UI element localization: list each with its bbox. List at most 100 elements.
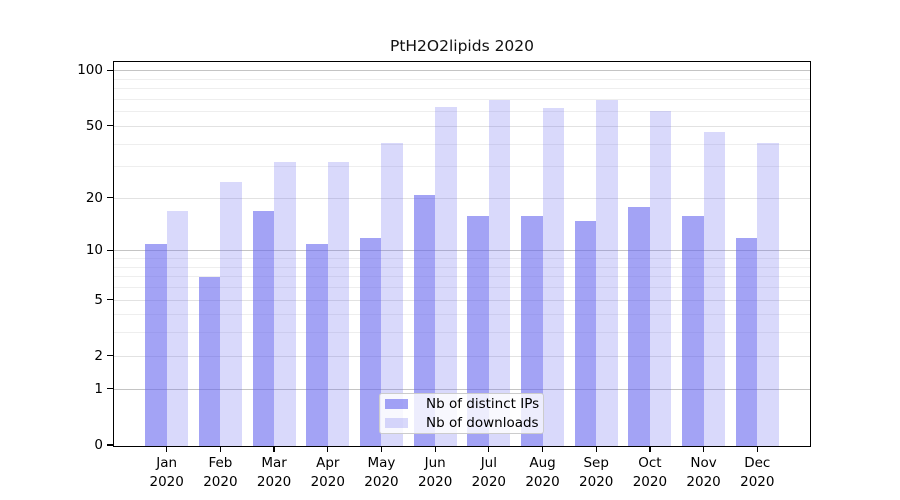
x-tick-label-year: 2020 (632, 474, 668, 490)
x-tick-label-year: 2020 (525, 474, 560, 490)
x-tick-label-dec: Dec 2020 (725, 454, 789, 492)
y-gridline-60 (114, 111, 810, 113)
bar-distinct-ips-sep (574, 220, 597, 446)
x-tick-label-year: 2020 (256, 474, 292, 490)
legend-item-distinct-ips: Nb of distinct IPs (385, 394, 543, 414)
y-gridline-70 (114, 98, 810, 100)
y-tick-label-100: 100 (77, 62, 103, 79)
bar-downloads-oct (649, 111, 672, 446)
bar-downloads-mar (274, 162, 296, 446)
y-gridline-40 (114, 143, 810, 145)
y-gridline-2 (114, 355, 810, 357)
x-tick-label-jun: Jun 2020 (403, 454, 467, 492)
legend-swatch-distinct-ips (385, 398, 408, 409)
y-tick-label-20: 20 (85, 189, 103, 206)
bar-distinct-ips-jul (467, 216, 489, 446)
bar-downloads-aug (542, 108, 565, 446)
legend-item-downloads: Nb of downloads (385, 414, 543, 434)
x-tick-label-mar: Mar 2020 (242, 454, 306, 492)
bar-distinct-ips-aug (521, 216, 543, 446)
legend-swatch-downloads (385, 418, 408, 429)
x-tick-mark-aug (541, 446, 544, 452)
grid-layer (114, 62, 810, 446)
x-tick-mark-dec (756, 446, 758, 452)
x-tick-label-jul: Jul 2020 (457, 454, 521, 492)
x-tick-mark-jan (166, 446, 168, 452)
x-tick-label-may: May 2020 (349, 454, 413, 492)
legend-label-downloads: Nb of downloads (426, 415, 539, 432)
bars-layer (114, 62, 810, 446)
bar-distinct-ips-jun (413, 195, 436, 446)
y-tick-label-1: 1 (94, 380, 103, 397)
bar-distinct-ips-mar (252, 211, 275, 446)
y-tick-mark-1 (107, 388, 114, 390)
x-tick-label-year: 2020 (471, 474, 507, 490)
bar-distinct-ips-apr (306, 244, 328, 446)
x-tick-label-year: 2020 (364, 474, 399, 490)
bar-distinct-ips-nov (682, 216, 704, 446)
x-tick-label-oct: Oct 2020 (618, 454, 682, 492)
y-tick-mark-2 (107, 355, 114, 357)
bar-downloads-jul (488, 100, 511, 446)
bar-downloads-feb (220, 181, 242, 446)
legend: Nb of distinct IPs Nb of downloads (379, 393, 544, 434)
x-tick-label-year: 2020 (686, 474, 721, 490)
x-tick-mark-jun (434, 446, 436, 452)
bar-distinct-ips-dec (735, 237, 758, 446)
y-gridline-10 (114, 250, 810, 252)
y-tick-label-50: 50 (85, 117, 103, 134)
x-tick-mark-jul (488, 446, 490, 452)
y-gridline-20 (114, 197, 810, 199)
y-tick-label-5: 5 (94, 291, 103, 308)
x-tick-label-feb: Feb 2020 (188, 454, 252, 492)
x-tick-label-aug: Aug 2020 (511, 454, 575, 492)
x-tick-mark-feb (219, 446, 221, 452)
x-tick-label-year: 2020 (417, 474, 453, 490)
y-gridline-100 (114, 70, 810, 72)
bar-downloads-jan (166, 211, 189, 446)
x-tick-mark-sep (595, 446, 597, 452)
y-tick-label-0: 0 (94, 437, 103, 453)
x-tick-label-jan: Jan 2020 (135, 454, 199, 492)
bar-distinct-ips-jan (145, 244, 167, 446)
y-gridline-30 (114, 166, 810, 168)
y-gridline-7 (114, 276, 810, 278)
y-tick-label-10: 10 (85, 242, 103, 259)
y-tick-mark-20 (107, 197, 114, 199)
x-tick-mark-oct (649, 446, 651, 452)
y-gridline-9 (114, 258, 810, 260)
bar-downloads-jun (435, 107, 457, 446)
bar-distinct-ips-oct (628, 207, 650, 446)
x-tick-label-year: 2020 (740, 474, 775, 490)
legend-label-distinct-ips: Nb of distinct IPs (426, 395, 540, 412)
bar-downloads-apr (327, 162, 350, 446)
x-tick-label-nov: Nov 2020 (672, 454, 736, 492)
y-gridline-6 (114, 287, 810, 289)
x-tick-label-year: 2020 (310, 474, 345, 490)
x-tick-mark-nov (703, 446, 705, 452)
y-tick-label-2: 2 (94, 347, 103, 364)
y-gridline-80 (114, 88, 810, 90)
x-tick-mark-mar (273, 446, 275, 452)
y-tick-mark-5 (107, 298, 114, 301)
y-gridline-50 (114, 125, 810, 127)
y-tick-mark-50 (107, 125, 114, 127)
bar-downloads-dec (757, 142, 779, 446)
bar-downloads-nov (703, 131, 726, 446)
x-tick-mark-apr (327, 446, 329, 452)
chart-title: PtH2O2lipids 2020 (389, 37, 535, 55)
y-gridline-4 (114, 314, 810, 316)
y-tick-mark-0 (107, 444, 114, 446)
y-tick-mark-100 (107, 69, 114, 71)
y-gridline-3 (114, 332, 810, 334)
x-tick-label-year: 2020 (149, 474, 184, 490)
y-gridline-90 (114, 78, 810, 80)
y-tick-mark-10 (107, 249, 114, 251)
x-tick-label-year: 2020 (203, 474, 238, 490)
plot-area (113, 61, 811, 447)
x-tick-label-apr: Apr 2020 (296, 454, 360, 492)
x-tick-label-sep: Sep 2020 (564, 454, 628, 492)
x-tick-label-year: 2020 (579, 474, 614, 490)
y-gridline-8 (114, 266, 810, 268)
